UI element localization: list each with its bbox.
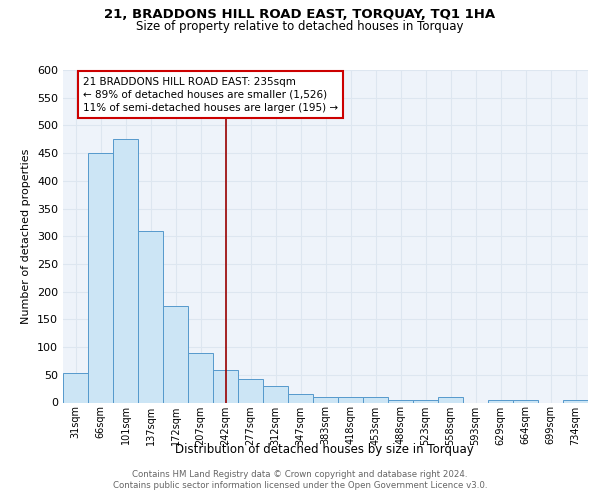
Bar [388, 400, 413, 402]
Bar [313, 397, 338, 402]
Text: Size of property relative to detached houses in Torquay: Size of property relative to detached ho… [136, 20, 464, 33]
Bar [238, 378, 263, 402]
Text: Distribution of detached houses by size in Torquay: Distribution of detached houses by size … [175, 442, 473, 456]
Bar [188, 352, 213, 403]
Bar [563, 400, 588, 402]
Text: Contains public sector information licensed under the Open Government Licence v3: Contains public sector information licen… [113, 481, 487, 490]
Bar [138, 230, 163, 402]
Text: Contains HM Land Registry data © Crown copyright and database right 2024.: Contains HM Land Registry data © Crown c… [132, 470, 468, 479]
Bar [413, 400, 438, 402]
Text: 21, BRADDONS HILL ROAD EAST, TORQUAY, TQ1 1HA: 21, BRADDONS HILL ROAD EAST, TORQUAY, TQ… [104, 8, 496, 20]
Text: 21 BRADDONS HILL ROAD EAST: 235sqm
← 89% of detached houses are smaller (1,526)
: 21 BRADDONS HILL ROAD EAST: 235sqm ← 89%… [83, 76, 338, 113]
Bar [263, 386, 288, 402]
Bar [488, 400, 513, 402]
Bar [438, 397, 463, 402]
Bar [63, 373, 88, 402]
Bar [513, 400, 538, 402]
Bar [213, 370, 238, 402]
Bar [88, 153, 113, 402]
Bar [288, 394, 313, 402]
Y-axis label: Number of detached properties: Number of detached properties [22, 148, 31, 324]
Bar [338, 397, 363, 402]
Bar [163, 306, 188, 402]
Bar [363, 397, 388, 402]
Bar [113, 140, 138, 402]
